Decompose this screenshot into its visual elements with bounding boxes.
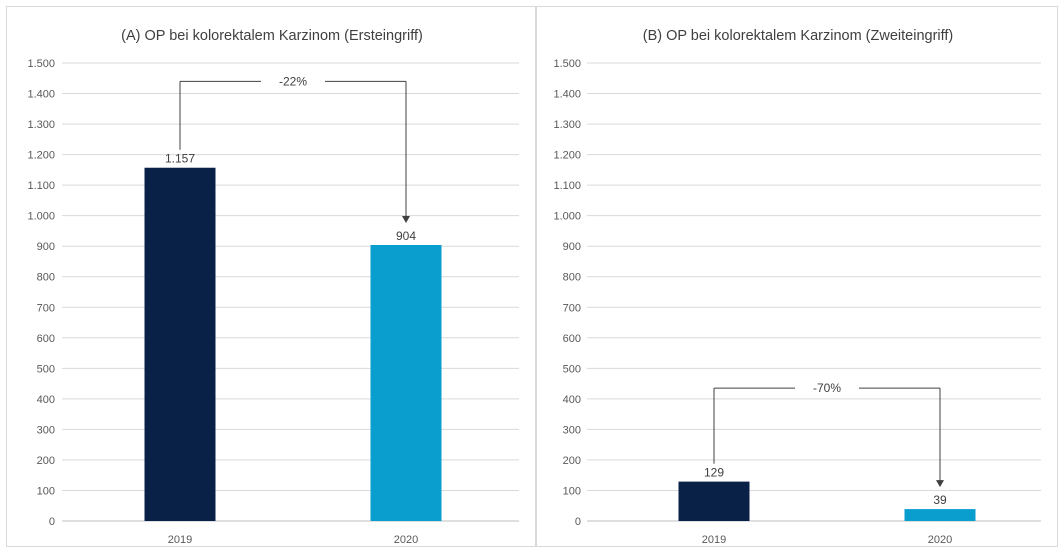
chart-a-svg: (A) OP bei kolorektalem Karzinom (Erstei… <box>27 28 519 546</box>
chart-a-y-tick-label: 1.100 <box>27 180 55 192</box>
chart-b-y-tick-label: 600 <box>563 333 581 345</box>
chart-b-svg: (B) OP bei kolorektalem Karzinom (Zweite… <box>553 28 1041 546</box>
chart-b-y-tick-label: 700 <box>563 302 581 314</box>
chart-a-x-tick-label: 2020 <box>394 534 418 546</box>
chart-a-y-tick-label: 400 <box>37 394 55 406</box>
chart-a-y-tick-label: 600 <box>37 333 55 345</box>
chart-b-y-tick-label: 800 <box>563 272 581 284</box>
chart-b-data-label: 129 <box>704 466 724 480</box>
chart-a-title: (A) OP bei kolorektalem Karzinom (Erstei… <box>121 28 423 44</box>
chart-a-y-tick-label: 900 <box>37 241 55 253</box>
chart-b-y-tick-label: 300 <box>563 424 581 436</box>
chart-a-change-label: -22% <box>279 74 307 88</box>
chart-b-y-tick-label: 200 <box>563 455 581 467</box>
chart-b-y-tick-label: 0 <box>575 516 581 528</box>
chart-a-data-label: 904 <box>396 229 416 243</box>
chart-b-title: (B) OP bei kolorektalem Karzinom (Zweite… <box>643 28 954 44</box>
chart-a-x-tick-label: 2019 <box>168 534 192 546</box>
chart-a-bar-2019 <box>144 167 216 521</box>
chart-b-y-tick-label: 100 <box>563 485 581 497</box>
chart-b-x-tick-label: 2020 <box>928 534 952 546</box>
chart-b-y-tick-label: 1.100 <box>553 180 581 192</box>
chart-panel-a: (A) OP bei kolorektalem Karzinom (Erstei… <box>6 6 536 547</box>
chart-b-y-tick-label: 400 <box>563 394 581 406</box>
chart-b-arrowhead-icon <box>936 480 944 488</box>
chart-b-data-label: 39 <box>933 493 947 507</box>
chart-b-bar-2019 <box>678 481 750 521</box>
chart-a-y-tick-label: 1.000 <box>27 211 55 223</box>
chart-b-bar-2020 <box>904 509 976 521</box>
chart-b-x-tick-label: 2019 <box>702 534 726 546</box>
chart-a-y-tick-label: 800 <box>37 272 55 284</box>
chart-a-y-tick-label: 0 <box>49 516 55 528</box>
chart-a-y-tick-label: 300 <box>37 424 55 436</box>
chart-b-y-tick-label: 1.500 <box>553 58 581 70</box>
chart-b-y-tick-label: 1.200 <box>553 150 581 162</box>
chart-b-y-tick-label: 1.000 <box>553 211 581 223</box>
chart-b-y-tick-label: 1.400 <box>553 89 581 101</box>
chart-a-y-tick-label: 100 <box>37 485 55 497</box>
chart-b-y-tick-label: 1.300 <box>553 119 581 131</box>
chart-a-data-label: 1.157 <box>165 152 195 166</box>
chart-a-y-tick-label: 1.400 <box>27 89 55 101</box>
chart-a-y-tick-label: 500 <box>37 363 55 375</box>
chart-a-y-tick-label: 1.200 <box>27 150 55 162</box>
chart-b-change-label: -70% <box>813 381 841 395</box>
chart-a-bar-2020 <box>370 244 442 521</box>
chart-b-y-tick-label: 900 <box>563 241 581 253</box>
chart-a-arrowhead-icon <box>402 215 410 223</box>
chart-a-y-tick-label: 200 <box>37 455 55 467</box>
chart-a-y-tick-label: 1.500 <box>27 58 55 70</box>
chart-b-y-tick-label: 500 <box>563 363 581 375</box>
chart-panel-b: (B) OP bei kolorektalem Karzinom (Zweite… <box>536 6 1058 547</box>
chart-a-y-tick-label: 700 <box>37 302 55 314</box>
chart-a-y-tick-label: 1.300 <box>27 119 55 131</box>
